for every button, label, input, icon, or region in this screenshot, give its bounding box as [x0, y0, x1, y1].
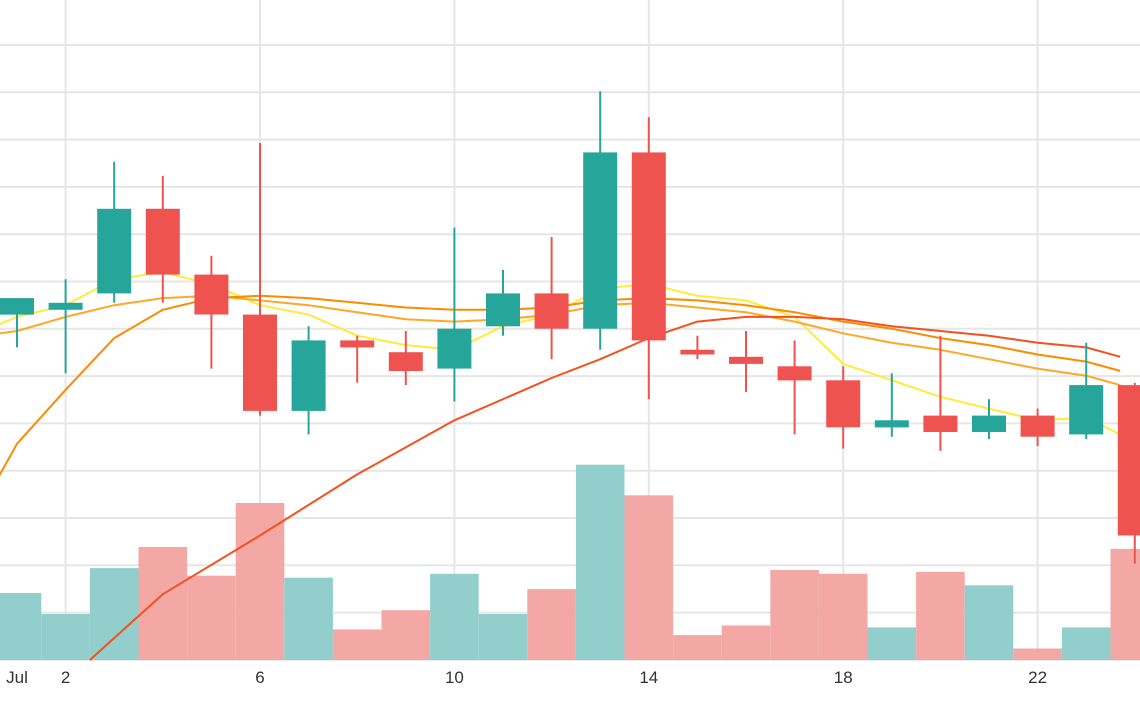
candle	[0, 298, 34, 348]
candle-body	[1069, 385, 1104, 435]
candle	[874, 373, 909, 437]
volume-bar	[41, 614, 90, 660]
candle-body	[1117, 385, 1140, 536]
candle-body	[97, 208, 132, 294]
candle-body	[48, 302, 83, 310]
volume-bar	[527, 589, 576, 660]
candle	[826, 366, 861, 449]
candle	[486, 269, 520, 336]
candle	[680, 335, 715, 360]
x-tick-label: 22	[1028, 668, 1047, 687]
candle-body	[194, 274, 229, 315]
volume-bar	[770, 570, 819, 660]
candle	[923, 335, 958, 451]
volume-bar	[916, 571, 965, 660]
candle	[97, 161, 132, 303]
candle	[1069, 342, 1104, 440]
moving-average-line	[89, 315, 1121, 661]
candle-body	[874, 420, 909, 428]
candle-body	[437, 328, 472, 369]
candle-body	[631, 152, 666, 341]
volume-bar	[1110, 548, 1140, 660]
x-tick-label: 14	[639, 668, 658, 687]
candle	[729, 331, 763, 393]
candle-body	[534, 293, 569, 329]
x-axis-labels: Jul 2 6 10 14 18 22	[6, 668, 1047, 687]
volume-bar	[284, 577, 333, 660]
volume-bar	[381, 610, 431, 660]
candle	[194, 255, 229, 369]
volume-bar	[867, 627, 917, 660]
x-tick-label: 18	[834, 668, 853, 687]
volume-bar	[575, 464, 625, 660]
x-tick-label: Jul	[6, 668, 28, 687]
candle-body	[291, 340, 326, 411]
x-tick-label: 6	[255, 668, 264, 687]
candle-body	[729, 356, 763, 364]
candle-body	[145, 208, 180, 275]
candle	[631, 117, 666, 400]
candle-body	[340, 340, 375, 348]
volume-bar	[1061, 627, 1111, 660]
candle	[340, 335, 375, 383]
candle-body	[0, 298, 34, 315]
candle-body	[777, 366, 812, 381]
volume-bar	[478, 614, 528, 660]
volume-bar	[332, 629, 382, 660]
candle	[1117, 382, 1140, 564]
volume-bar	[0, 593, 42, 660]
volume-bars	[0, 464, 1140, 660]
volume-bar	[721, 625, 771, 660]
candle	[145, 175, 180, 303]
x-tick-label: 2	[61, 668, 70, 687]
candlesticks	[0, 91, 1140, 564]
volume-bar	[1013, 648, 1062, 660]
candle-body	[486, 293, 520, 327]
candle	[972, 399, 1006, 440]
candle-body	[388, 352, 423, 371]
volume-bar	[430, 573, 479, 660]
candle	[777, 340, 812, 435]
candle	[243, 143, 277, 416]
candle-body	[826, 380, 861, 428]
volume-bar	[673, 635, 722, 660]
candle-body	[680, 349, 715, 355]
candle-body	[583, 152, 618, 329]
candle	[291, 326, 326, 435]
volume-bar	[89, 568, 139, 660]
candle	[534, 237, 569, 360]
x-tick-label: 10	[445, 668, 464, 687]
volume-bar	[138, 547, 188, 660]
candle-body	[243, 314, 277, 411]
candle	[388, 331, 423, 386]
candle-body	[1020, 415, 1055, 437]
volume-bar	[624, 495, 674, 660]
volume-bar	[235, 503, 285, 660]
volume-bar	[964, 585, 1014, 660]
candle-body	[972, 415, 1006, 432]
candle-body	[923, 415, 958, 432]
volume-bar	[818, 573, 868, 660]
candle	[437, 227, 472, 402]
volume-bar	[187, 575, 236, 660]
candle	[48, 279, 83, 374]
candle	[583, 91, 618, 350]
candle	[1020, 408, 1055, 447]
